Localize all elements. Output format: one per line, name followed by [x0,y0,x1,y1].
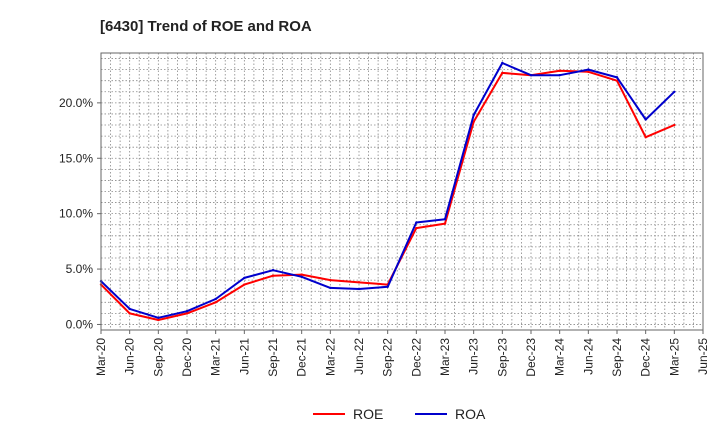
x-tick-label: Jun-22 [352,338,366,375]
chart-title: [6430] Trend of ROE and ROA [100,18,312,35]
x-tick-label: Sep-20 [151,338,165,377]
data-point-roe [673,123,676,127]
data-point-roe [157,318,160,322]
x-tick-label: Sep-21 [266,338,280,377]
data-point-roe [415,226,418,230]
data-point-roe [501,71,504,75]
x-tick-label: Jun-24 [581,338,595,375]
y-axis: 0.0% 5.0% 10.0% 15.0% 20.0% [59,96,101,331]
data-point-roa [501,61,504,65]
legend-roe-label: ROE [353,406,383,422]
x-tick-label: Mar-22 [323,338,337,376]
x-tick-label: Jun-25 [696,338,710,375]
data-point-roa [529,73,533,77]
grid [101,53,703,330]
x-tick-label: Dec-20 [180,338,194,377]
data-point-roa [615,76,619,79]
y-tick-label: 10.0% [59,207,93,221]
x-tick-label: Dec-24 [639,338,653,377]
data-point-roe [644,136,647,139]
x-tick-label: Mar-21 [209,338,223,376]
x-tick-label: Jun-20 [123,338,137,375]
data-point-roe [271,274,275,277]
data-point-roa [271,268,275,272]
data-point-roe [128,312,131,315]
data-point-roa [357,287,361,291]
x-tick-label: Jun-23 [467,338,481,375]
data-point-roe [558,69,561,72]
x-tick-label: Mar-25 [667,338,681,376]
y-tick-label: 15.0% [59,151,93,165]
data-point-roe [443,222,447,225]
data-point-roa [300,275,303,279]
x-tick-label: Mar-24 [553,338,567,376]
data-point-roe [300,273,303,276]
series-lines [99,61,676,322]
data-point-roe [615,79,619,82]
data-point-roe [472,120,475,123]
x-axis: Mar-20 Jun-20 Sep-20 Dec-20 Mar-21 Jun-21 Sep-… [94,330,710,377]
legend: ROE ROA [313,406,486,422]
data-point-roe [243,283,246,286]
x-tick-label: Dec-22 [409,338,423,377]
y-tick-label: 20.0% [59,96,93,110]
data-point-roa [443,218,447,221]
data-point-roa [558,73,561,77]
data-point-roa [214,297,217,301]
y-tick-label: 0.0% [66,317,94,331]
y-tick-label: 5.0% [66,262,94,276]
data-point-roe [185,312,189,315]
data-point-roe [214,301,217,304]
x-tick-label: Mar-20 [94,338,108,376]
data-point-roa [644,118,647,121]
plot-border [100,52,704,331]
data-point-roa [128,307,131,311]
data-point-roa [185,309,189,313]
x-tick-label: Sep-24 [610,338,624,377]
data-point-roe [329,278,332,282]
x-tick-label: Dec-23 [524,338,538,377]
x-tick-label: Sep-23 [495,338,509,377]
x-tick-label: Jun-21 [237,338,251,375]
x-tick-label: Mar-23 [438,338,452,376]
data-point-roa [472,113,475,117]
data-point-roe [357,281,361,284]
data-point-roa [386,285,389,288]
data-point-roa [329,286,332,290]
x-tick-label: Dec-21 [295,338,309,377]
data-point-roa [673,90,676,93]
x-tick-label: Sep-22 [381,338,395,377]
data-point-roe [587,70,590,74]
data-point-roa [243,276,246,280]
data-point-roa [415,221,418,224]
data-point-roa [157,316,160,320]
data-point-roa [587,68,590,71]
legend-roa-label: ROA [455,406,486,422]
